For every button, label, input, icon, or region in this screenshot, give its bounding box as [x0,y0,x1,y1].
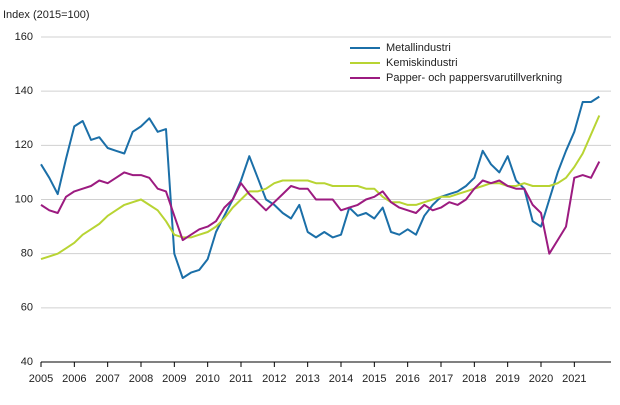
x-tick-label: 2006 [62,373,86,385]
y-tick-label: 40 [21,356,33,368]
x-tick-label: 2010 [195,373,219,385]
x-tick-label: 2008 [129,373,153,385]
x-tick-label: 2012 [262,373,286,385]
series-line [40,161,601,255]
x-tick-label: 2005 [29,373,53,385]
y-tick-label: 100 [15,193,33,205]
legend-label: Metallindustri [386,42,451,54]
x-tick-label: 2013 [295,373,319,385]
x-tick-label: 2011 [229,373,253,385]
x-tick-label: 2009 [162,373,186,385]
x-tick-label: 2015 [362,373,386,385]
legend-label: Papper- och pappersvarutillverkning [386,72,562,84]
x-tick-label: 2019 [495,373,519,385]
y-tick-label: 160 [15,31,33,43]
x-tick-label: 2020 [529,373,553,385]
x-tick-label: 2018 [462,373,486,385]
y-tick-label: 120 [15,139,33,151]
y-tick-label: 140 [15,85,33,97]
x-tick-label: 2007 [95,373,119,385]
x-tick-label: 2014 [329,373,353,385]
x-tick-label: 2021 [562,373,586,385]
y-tick-label: 80 [21,248,33,260]
series-line [40,95,600,279]
x-tick-label: 2016 [395,373,419,385]
y-tick-label: 60 [21,302,33,314]
y-axis-label: Index (2015=100) [3,9,90,21]
legend-label: Kemiskindustri [386,57,458,69]
x-tick-label: 2017 [429,373,453,385]
series-line [40,115,601,261]
